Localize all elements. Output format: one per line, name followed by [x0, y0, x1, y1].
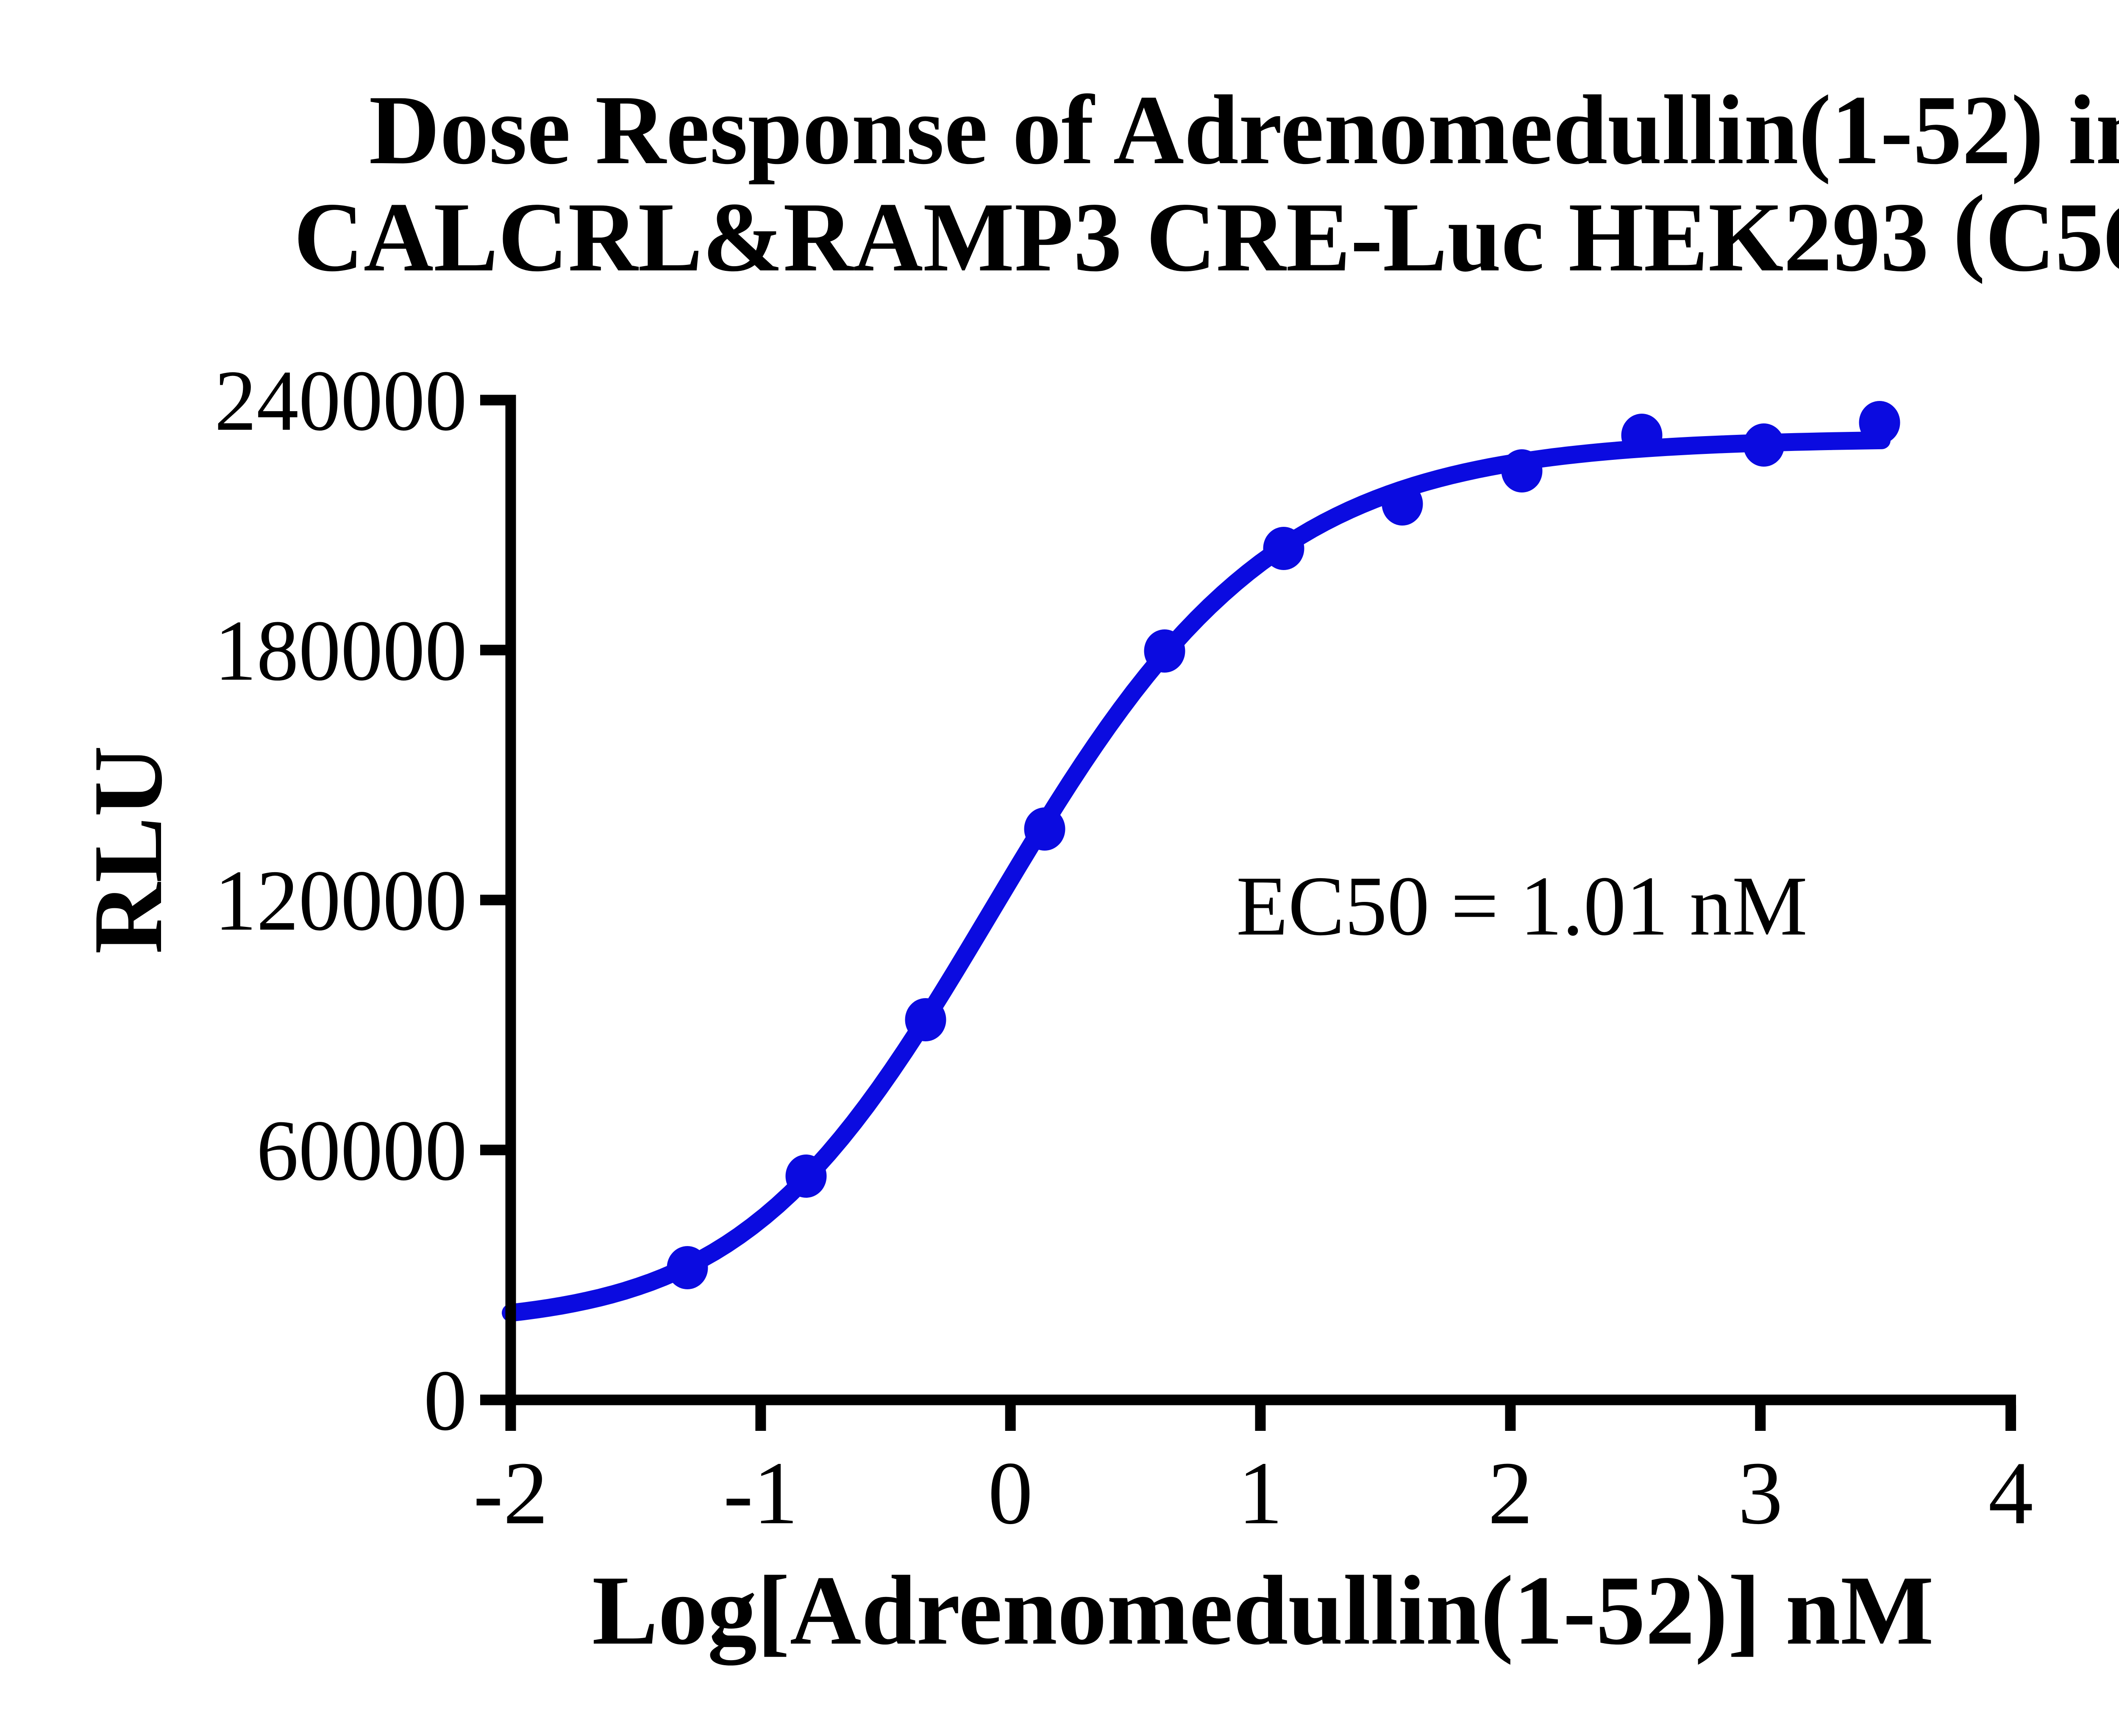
svg-text:4: 4: [1988, 1443, 2033, 1543]
svg-text:0: 0: [424, 1352, 467, 1449]
svg-text:CALCRL&RAMP3 CRE-Luc HEK293 (C: CALCRL&RAMP3 CRE-Luc HEK293 (C56 ): [294, 174, 2119, 292]
svg-text:-1: -1: [723, 1443, 798, 1543]
svg-text:2: 2: [1488, 1443, 1533, 1543]
svg-text:240000: 240000: [214, 353, 467, 449]
svg-text:180000: 180000: [214, 603, 467, 699]
svg-text:-2: -2: [473, 1443, 548, 1543]
svg-text:Dose Response of Adrenomedulli: Dose Response of Adrenomedullin(1-52) in: [369, 75, 2119, 185]
svg-text:RLU: RLU: [73, 746, 183, 954]
svg-text:3: 3: [1738, 1443, 1783, 1543]
svg-text:0: 0: [988, 1443, 1033, 1543]
svg-text:1: 1: [1238, 1443, 1283, 1543]
svg-text:Log[Adrenomedullin(1-52)] nM: Log[Adrenomedullin(1-52)] nM: [592, 1555, 1934, 1666]
svg-text:EC50 = 1.01 nM: EC50 = 1.01 nM: [1236, 859, 1808, 953]
svg-text:60000: 60000: [256, 1102, 467, 1199]
svg-text:120000: 120000: [214, 853, 467, 949]
